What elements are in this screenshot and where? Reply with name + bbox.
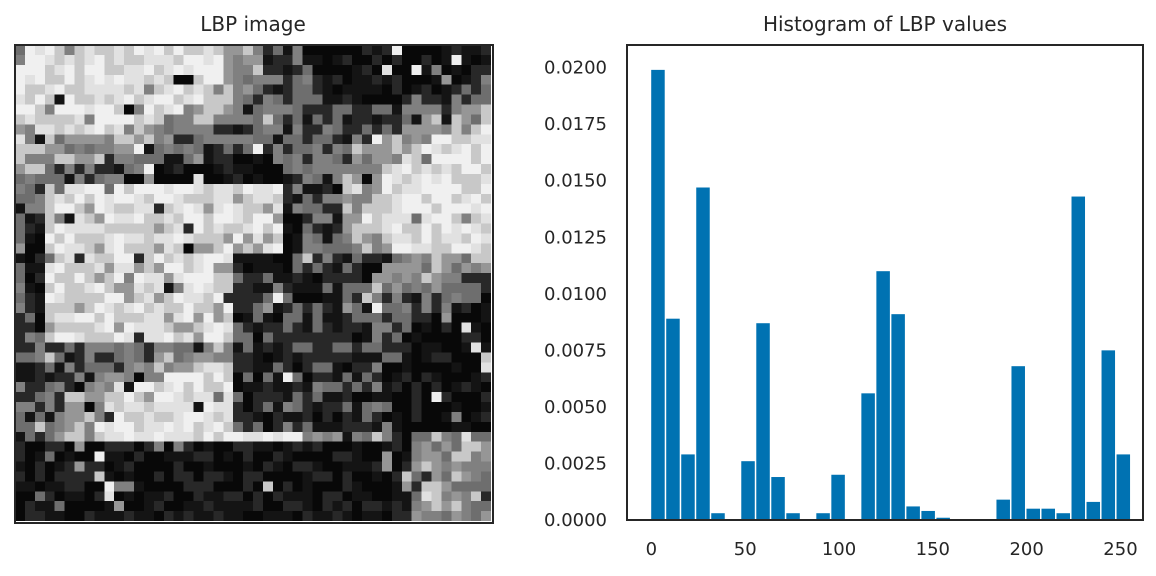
histogram-bar (906, 506, 920, 520)
histogram-title: Histogram of LBP values (762, 12, 1008, 36)
histogram-bar (696, 187, 710, 520)
histogram-bar (1041, 508, 1055, 520)
x-tick-label: 200 (1009, 539, 1043, 560)
histogram-bars (651, 69, 1131, 521)
x-tick-label: 0 (646, 539, 657, 560)
y-axis-ticks: 0.0000 0.0025 0.0050 0.0075 0.0100 0.0125 0.01… (544, 58, 607, 531)
lbp-image (15, 45, 491, 521)
histogram-bar (756, 323, 770, 520)
y-tick-label: 0.0150 (544, 171, 607, 192)
histogram-bar (1026, 508, 1040, 520)
histogram-bar (741, 461, 755, 520)
y-tick-label: 0.0125 (544, 227, 607, 248)
histogram-bar (891, 314, 905, 520)
x-axis-ticks: 0 50 100 150 200 250 (646, 539, 1138, 560)
histogram-bar (1071, 196, 1086, 521)
y-tick-label: 0.0000 (544, 510, 607, 531)
histogram-bar (771, 477, 785, 520)
x-tick-label: 100 (822, 539, 856, 560)
histogram-bar (921, 510, 935, 520)
histogram-bar (936, 517, 950, 520)
y-tick-label: 0.0075 (544, 340, 607, 361)
histogram-bar (711, 513, 725, 520)
histogram-bar (786, 513, 800, 520)
histogram-bar (666, 318, 680, 520)
histogram-bar (861, 393, 875, 520)
histogram-bar (1011, 366, 1025, 520)
x-tick-label: 250 (1103, 539, 1137, 560)
y-tick-label: 0.0100 (544, 284, 607, 305)
histogram-bar (651, 69, 665, 520)
histogram-bar (816, 513, 830, 520)
y-tick-label: 0.0025 (544, 453, 607, 474)
histogram-axes-frame (626, 44, 1144, 521)
x-tick-label: 150 (916, 539, 950, 560)
histogram-bar (1086, 501, 1101, 520)
y-tick-label: 0.0175 (544, 114, 607, 135)
histogram-bar (1116, 454, 1131, 520)
histogram-bar (876, 271, 890, 520)
y-tick-label: 0.0200 (544, 58, 607, 79)
x-tick-label: 50 (734, 539, 757, 560)
lbp-image-title: LBP image (200, 12, 306, 36)
histogram-bar (831, 474, 845, 520)
histogram-bar (1101, 350, 1116, 520)
y-tick-label: 0.0050 (544, 397, 607, 418)
histogram-bar (681, 454, 695, 520)
histogram-bar (996, 499, 1010, 520)
histogram-bar (1056, 513, 1071, 520)
